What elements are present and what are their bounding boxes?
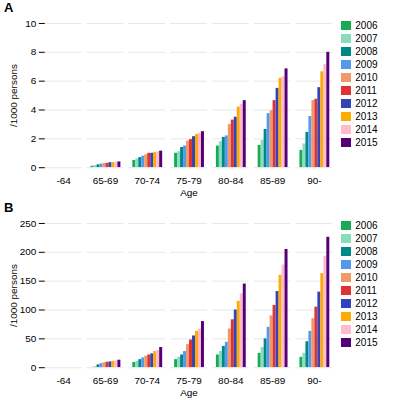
html-text:2012: 2012 bbox=[355, 98, 378, 109]
svg-text:80-84: 80-84 bbox=[218, 375, 244, 386]
svg-text:250: 250 bbox=[20, 218, 37, 229]
svg-text:6: 6 bbox=[31, 75, 37, 86]
svg-text:85-89: 85-89 bbox=[260, 175, 286, 186]
svg-text:Age: Age bbox=[180, 387, 198, 398]
html-text:2014: 2014 bbox=[355, 124, 378, 135]
html-text:A: A bbox=[4, 0, 14, 15]
html-text:2009: 2009 bbox=[355, 259, 378, 270]
html-text:2007: 2007 bbox=[355, 33, 378, 44]
html-text:2006: 2006 bbox=[355, 220, 378, 231]
svg-text:-64: -64 bbox=[56, 175, 71, 186]
svg-text:0: 0 bbox=[31, 162, 37, 173]
svg-text:Age: Age bbox=[180, 187, 198, 198]
svg-text:150: 150 bbox=[20, 275, 37, 286]
svg-text:75-79: 75-79 bbox=[176, 175, 202, 186]
svg-text:2: 2 bbox=[31, 133, 37, 144]
svg-text:90-: 90- bbox=[307, 375, 321, 386]
svg-text:70-74: 70-74 bbox=[135, 175, 161, 186]
svg-text:0: 0 bbox=[31, 362, 37, 373]
svg-text:70-74: 70-74 bbox=[135, 375, 161, 386]
svg-text:100: 100 bbox=[20, 304, 37, 315]
html-text:2006: 2006 bbox=[355, 20, 378, 31]
svg-text:/1000 persons: /1000 persons bbox=[8, 64, 19, 127]
svg-text:50: 50 bbox=[25, 333, 37, 344]
svg-text:200: 200 bbox=[20, 246, 37, 257]
svg-text:85-89: 85-89 bbox=[260, 375, 286, 386]
html-text:2013: 2013 bbox=[355, 111, 378, 122]
svg-text:/1000 persons: /1000 persons bbox=[8, 264, 19, 327]
svg-text:4: 4 bbox=[31, 104, 37, 115]
html-text:B: B bbox=[4, 200, 14, 215]
html-text:2011: 2011 bbox=[355, 285, 377, 296]
svg-text:8: 8 bbox=[31, 46, 37, 57]
html-text:2008: 2008 bbox=[355, 46, 378, 57]
html-text:2013: 2013 bbox=[355, 311, 378, 322]
svg-text:75-79: 75-79 bbox=[176, 375, 202, 386]
svg-text:65-69: 65-69 bbox=[93, 375, 119, 386]
html-text:2015: 2015 bbox=[355, 137, 378, 148]
svg-text:65-69: 65-69 bbox=[93, 175, 119, 186]
html-text:2010: 2010 bbox=[355, 272, 378, 283]
html-text:2008: 2008 bbox=[355, 246, 378, 257]
svg-text:90-: 90- bbox=[307, 175, 321, 186]
svg-text:-64: -64 bbox=[56, 375, 71, 386]
svg-text:10: 10 bbox=[25, 18, 37, 29]
html-text:2010: 2010 bbox=[355, 72, 378, 83]
html-text:2014: 2014 bbox=[355, 324, 378, 335]
svg-text:80-84: 80-84 bbox=[218, 175, 244, 186]
html-text:2012: 2012 bbox=[355, 298, 378, 309]
html-text:2009: 2009 bbox=[355, 59, 378, 70]
html-text:2007: 2007 bbox=[355, 233, 378, 244]
html-text:2015: 2015 bbox=[355, 337, 378, 348]
html-text:2011: 2011 bbox=[355, 85, 377, 96]
